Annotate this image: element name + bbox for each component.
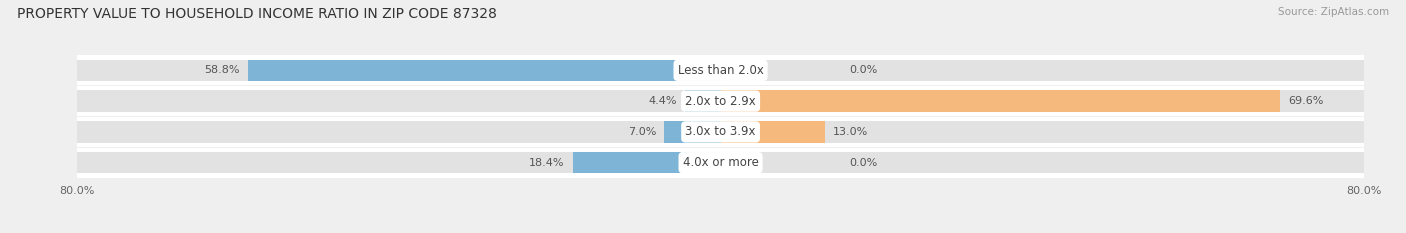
Bar xyxy=(77,147,1364,178)
Text: Source: ZipAtlas.com: Source: ZipAtlas.com xyxy=(1278,7,1389,17)
Bar xyxy=(77,117,1364,147)
Text: 2.0x to 2.9x: 2.0x to 2.9x xyxy=(685,95,756,108)
Text: 4.4%: 4.4% xyxy=(648,96,678,106)
Text: 4.0x or more: 4.0x or more xyxy=(683,156,758,169)
Bar xyxy=(77,152,1364,173)
Bar xyxy=(77,55,1364,86)
Bar xyxy=(572,152,721,173)
Text: 18.4%: 18.4% xyxy=(529,158,565,168)
Text: 58.8%: 58.8% xyxy=(204,65,240,75)
Bar xyxy=(664,121,721,143)
Text: 69.6%: 69.6% xyxy=(1288,96,1323,106)
Bar xyxy=(77,121,1364,143)
Text: Less than 2.0x: Less than 2.0x xyxy=(678,64,763,77)
Text: 3.0x to 3.9x: 3.0x to 3.9x xyxy=(685,125,756,138)
Bar xyxy=(247,60,721,81)
Bar xyxy=(685,90,721,112)
Bar xyxy=(77,86,1364,116)
Bar xyxy=(721,90,1281,112)
Text: PROPERTY VALUE TO HOUSEHOLD INCOME RATIO IN ZIP CODE 87328: PROPERTY VALUE TO HOUSEHOLD INCOME RATIO… xyxy=(17,7,496,21)
Text: 7.0%: 7.0% xyxy=(628,127,657,137)
Bar xyxy=(721,121,825,143)
Text: 13.0%: 13.0% xyxy=(834,127,869,137)
Text: 0.0%: 0.0% xyxy=(849,158,877,168)
Bar xyxy=(77,60,1364,81)
Text: 0.0%: 0.0% xyxy=(849,65,877,75)
Bar xyxy=(77,90,1364,112)
